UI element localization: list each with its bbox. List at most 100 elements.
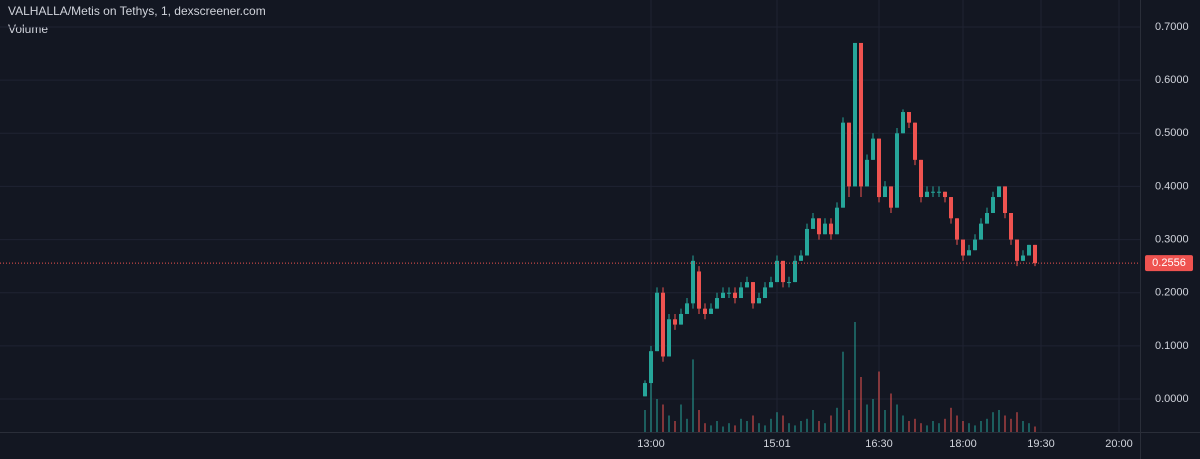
candle-body (793, 260, 797, 283)
candle-body (1003, 186, 1007, 213)
volume-bar (752, 415, 754, 432)
y-tick-label: 0.5000 (1155, 127, 1189, 139)
candle-body (1033, 244, 1037, 264)
y-tick-label: 0.1000 (1155, 340, 1189, 352)
volume-bar (662, 404, 664, 432)
candle-body (991, 197, 995, 213)
candle-body (901, 112, 905, 134)
candle-body (697, 271, 701, 309)
candle-body (1021, 255, 1025, 261)
candle-body (1009, 212, 1013, 240)
candle-body (757, 298, 761, 304)
x-tick-label: 20:00 (1105, 438, 1133, 450)
y-tick-label: 0.7000 (1155, 21, 1189, 33)
volume-bar (770, 418, 772, 432)
volume-bar (692, 359, 694, 432)
volume-bar (680, 404, 682, 432)
candle-body (781, 260, 785, 283)
candle-body (847, 122, 851, 187)
volume-bar (980, 421, 982, 432)
volume-bar (1016, 412, 1018, 432)
candle-body (703, 308, 707, 314)
last-price-tag (1145, 255, 1193, 272)
candle-body (817, 218, 821, 235)
volume-bar (860, 377, 862, 432)
volume-bar (896, 404, 898, 432)
candle-body (739, 287, 743, 299)
volume-bar (836, 407, 838, 432)
candle-body (673, 319, 677, 325)
volume-bar (794, 425, 796, 432)
candle-body (811, 218, 815, 229)
candle-body (787, 282, 791, 284)
volume-bar (932, 421, 934, 432)
candle-body (691, 260, 695, 304)
candle-body (643, 383, 647, 397)
volume-bar (776, 412, 778, 432)
candle-body (865, 159, 869, 187)
candle-body (745, 282, 749, 288)
volume-bar (908, 421, 910, 432)
volume-bar (848, 410, 850, 432)
candle-body (661, 292, 665, 357)
volume-bar (818, 421, 820, 432)
x-tick-label: 18:00 (949, 438, 977, 450)
volume-bar (968, 423, 970, 432)
candle-body (655, 292, 659, 352)
volume-bar (800, 421, 802, 432)
candle-body (907, 112, 911, 123)
volume-bar (938, 423, 940, 432)
x-tick-label: 13:00 (637, 438, 665, 450)
y-tick-label: 0.3000 (1155, 233, 1189, 245)
candle-body (955, 218, 959, 240)
y-tick-label: 0.0000 (1155, 393, 1189, 405)
x-tick-label: 15:01 (763, 438, 791, 450)
candle-body (943, 191, 947, 198)
volume-bar (920, 423, 922, 432)
volume-bar (650, 382, 652, 432)
volume-bar (902, 415, 904, 432)
volume-bar (950, 407, 952, 432)
volume-bar (962, 421, 964, 432)
volume-bar (722, 426, 724, 432)
candle-body (769, 282, 773, 288)
candle-body (985, 212, 989, 224)
candle-body (733, 292, 737, 299)
candle-body (967, 250, 971, 256)
volume-bar (764, 425, 766, 432)
candle-body (1015, 239, 1019, 261)
volume-bar (884, 410, 886, 432)
volume-bar (854, 322, 856, 432)
volume-bar (1022, 421, 1024, 432)
candle-body (925, 191, 929, 198)
candle-body (931, 191, 935, 193)
candle-body (805, 228, 809, 256)
volume-bar (644, 410, 646, 432)
volume-label: Volume (8, 22, 48, 36)
candle-body (949, 197, 953, 219)
candle-body (727, 292, 731, 294)
candle-body (859, 42, 863, 187)
candle-body (775, 260, 779, 283)
candle-body (799, 255, 803, 261)
volume-bar (914, 418, 916, 432)
chart-title: VALHALLA/Metis on Tethys, 1, dexscreener… (8, 4, 266, 18)
candle-body (667, 319, 671, 357)
volume-bar (674, 421, 676, 432)
candle-body (895, 133, 899, 208)
candle-body (679, 313, 683, 325)
x-tick-label: 16:30 (865, 438, 893, 450)
volume-bar (686, 418, 688, 432)
volume-bar (830, 415, 832, 432)
candle-body (973, 239, 977, 251)
volume-bar (992, 412, 994, 432)
volume-bar (998, 410, 1000, 432)
candle-body (763, 287, 767, 299)
candle-body (937, 191, 941, 193)
volume-bar (926, 425, 928, 432)
candle-body (877, 138, 881, 198)
candle-body (997, 186, 1001, 198)
candle-body (961, 239, 965, 256)
